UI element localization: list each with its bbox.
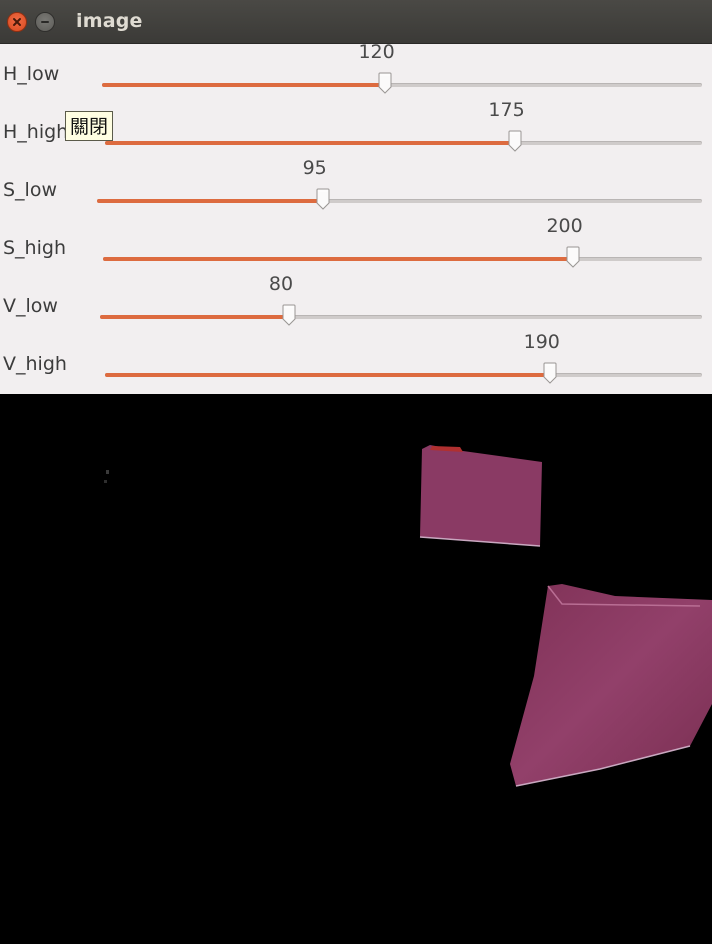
slider-value: 190 bbox=[523, 331, 560, 353]
trackbar-v-high: V_high 190 bbox=[0, 331, 712, 392]
slider-handle[interactable]: 80 bbox=[269, 273, 297, 326]
slider-handle[interactable]: 175 bbox=[488, 99, 525, 152]
slider-value: 120 bbox=[358, 41, 395, 63]
mask-image bbox=[0, 394, 712, 944]
slider-handle[interactable]: 200 bbox=[546, 215, 583, 268]
trackbar-h-high: H_high 175 bbox=[0, 99, 712, 160]
trackbar-label: S_high bbox=[3, 237, 66, 259]
slider-track[interactable]: 200 bbox=[103, 215, 702, 268]
trackbar-s-low: S_low 95 bbox=[0, 157, 712, 218]
slider-value: 175 bbox=[488, 99, 525, 121]
mask-object-edge bbox=[430, 446, 463, 452]
slider-track[interactable]: 80 bbox=[100, 273, 702, 326]
image-view bbox=[0, 394, 712, 944]
slider-fill bbox=[103, 257, 573, 261]
slider-handle[interactable]: 190 bbox=[524, 331, 560, 384]
close-tooltip: 關閉 bbox=[65, 111, 114, 141]
trackbar-label: H_high bbox=[3, 121, 69, 143]
slider-track[interactable]: 95 bbox=[97, 157, 702, 210]
noise-speck bbox=[106, 470, 109, 474]
slider-fill bbox=[102, 83, 385, 87]
trackbar-label: S_low bbox=[3, 179, 58, 201]
window-titlebar[interactable]: image bbox=[0, 0, 712, 44]
noise-speck bbox=[104, 480, 107, 483]
slider-value: 95 bbox=[302, 157, 327, 179]
trackbar-panel: H_low 120 H_high 175 S_low 95 S_high bbox=[0, 41, 712, 394]
slider-handle[interactable]: 120 bbox=[358, 41, 395, 94]
mask-object bbox=[420, 445, 542, 546]
mask-object bbox=[510, 584, 712, 786]
trackbar-v-low: V_low 80 bbox=[0, 273, 712, 334]
slider-value: 80 bbox=[268, 273, 294, 295]
close-button[interactable] bbox=[7, 12, 27, 32]
window-title: image bbox=[76, 10, 143, 32]
slider-handle[interactable]: 95 bbox=[303, 157, 331, 210]
slider-track[interactable]: 120 bbox=[102, 41, 702, 94]
trackbar-h-low: H_low 120 bbox=[0, 41, 712, 102]
minimize-icon bbox=[40, 17, 50, 27]
slider-fill bbox=[105, 141, 515, 145]
trackbar-label: V_high bbox=[3, 353, 67, 375]
slider-fill bbox=[97, 199, 323, 203]
slider-fill bbox=[100, 315, 290, 319]
trackbar-label: H_low bbox=[3, 63, 60, 85]
trackbar-label: V_low bbox=[3, 295, 58, 317]
close-icon bbox=[12, 17, 22, 27]
slider-fill bbox=[105, 373, 550, 377]
slider-track[interactable]: 190 bbox=[105, 331, 702, 384]
minimize-button[interactable] bbox=[35, 12, 55, 32]
trackbar-s-high: S_high 200 bbox=[0, 215, 712, 276]
slider-value: 200 bbox=[546, 215, 583, 237]
slider-track[interactable]: 175 bbox=[105, 99, 702, 152]
